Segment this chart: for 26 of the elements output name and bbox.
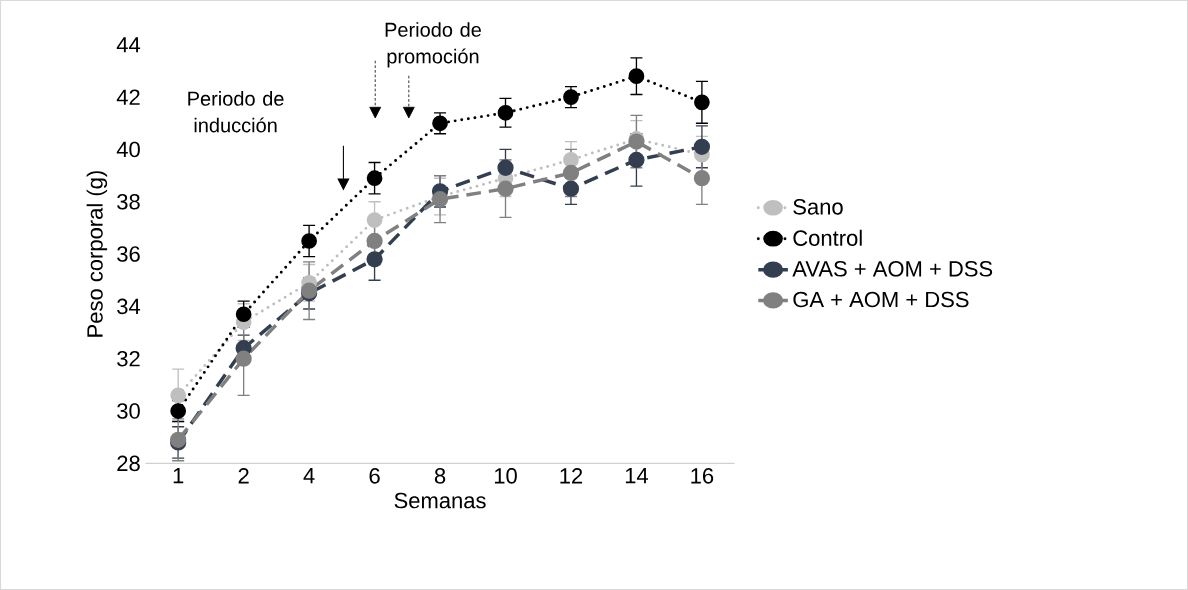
legend-label: GA + AOM + DSS xyxy=(793,291,969,308)
x-tick-label: 10 xyxy=(494,467,517,484)
x-tick-label: 8 xyxy=(434,467,446,484)
x-tick-label: 12 xyxy=(560,467,583,484)
y-tick-label: 44 xyxy=(116,37,141,53)
y-tick-label: 32 xyxy=(117,350,140,367)
y-tick-label: 36 xyxy=(117,246,140,262)
x-tick-label: 14 xyxy=(625,468,649,484)
y-tick-label: 28 xyxy=(117,455,140,472)
legend-label: AVAS + AOM + DSS xyxy=(792,260,993,277)
x-tick-label: 16 xyxy=(691,467,714,484)
annotation: Periodo de promoción xyxy=(385,22,481,68)
legend-label: Control xyxy=(793,229,862,246)
x-tick-label: 6 xyxy=(369,467,380,484)
x-tick-label: 1 xyxy=(173,468,184,484)
y-tick-label: 38 xyxy=(117,193,140,210)
y-tick-label: 34 xyxy=(117,298,141,315)
annotation: Periodo de inducción xyxy=(188,91,284,133)
y-axis-title: Peso corporal (g) xyxy=(86,171,108,337)
x-axis-title: Semanas xyxy=(394,492,486,509)
y-tick-label: 40 xyxy=(116,141,140,158)
legend-label: Sano xyxy=(793,199,843,215)
y-tick-label: 30 xyxy=(117,403,140,419)
x-tick-label: 2 xyxy=(238,467,249,484)
y-tick-label: 42 xyxy=(116,89,140,105)
x-tick-label: 4 xyxy=(303,468,315,484)
